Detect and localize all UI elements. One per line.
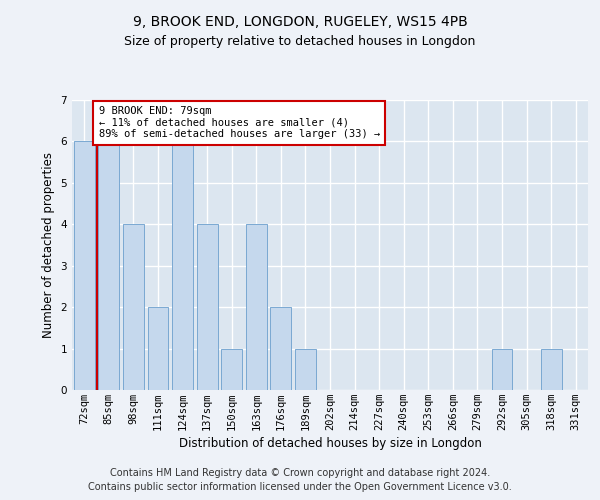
Bar [541,348,562,390]
Bar [221,348,242,390]
Bar [123,224,144,390]
Text: Contains public sector information licensed under the Open Government Licence v3: Contains public sector information licen… [88,482,512,492]
X-axis label: Distribution of detached houses by size in Longdon: Distribution of detached houses by size … [179,437,481,450]
Bar [197,224,218,390]
Bar [148,307,169,390]
Bar [98,142,119,390]
Bar [246,224,267,390]
Bar [74,142,95,390]
Text: Contains HM Land Registry data © Crown copyright and database right 2024.: Contains HM Land Registry data © Crown c… [110,468,490,477]
Bar [172,142,193,390]
Text: Size of property relative to detached houses in Longdon: Size of property relative to detached ho… [124,35,476,48]
Bar [491,348,512,390]
Y-axis label: Number of detached properties: Number of detached properties [42,152,55,338]
Bar [295,348,316,390]
Bar [271,307,292,390]
Text: 9, BROOK END, LONGDON, RUGELEY, WS15 4PB: 9, BROOK END, LONGDON, RUGELEY, WS15 4PB [133,15,467,29]
Text: 9 BROOK END: 79sqm
← 11% of detached houses are smaller (4)
89% of semi-detached: 9 BROOK END: 79sqm ← 11% of detached hou… [98,106,380,140]
